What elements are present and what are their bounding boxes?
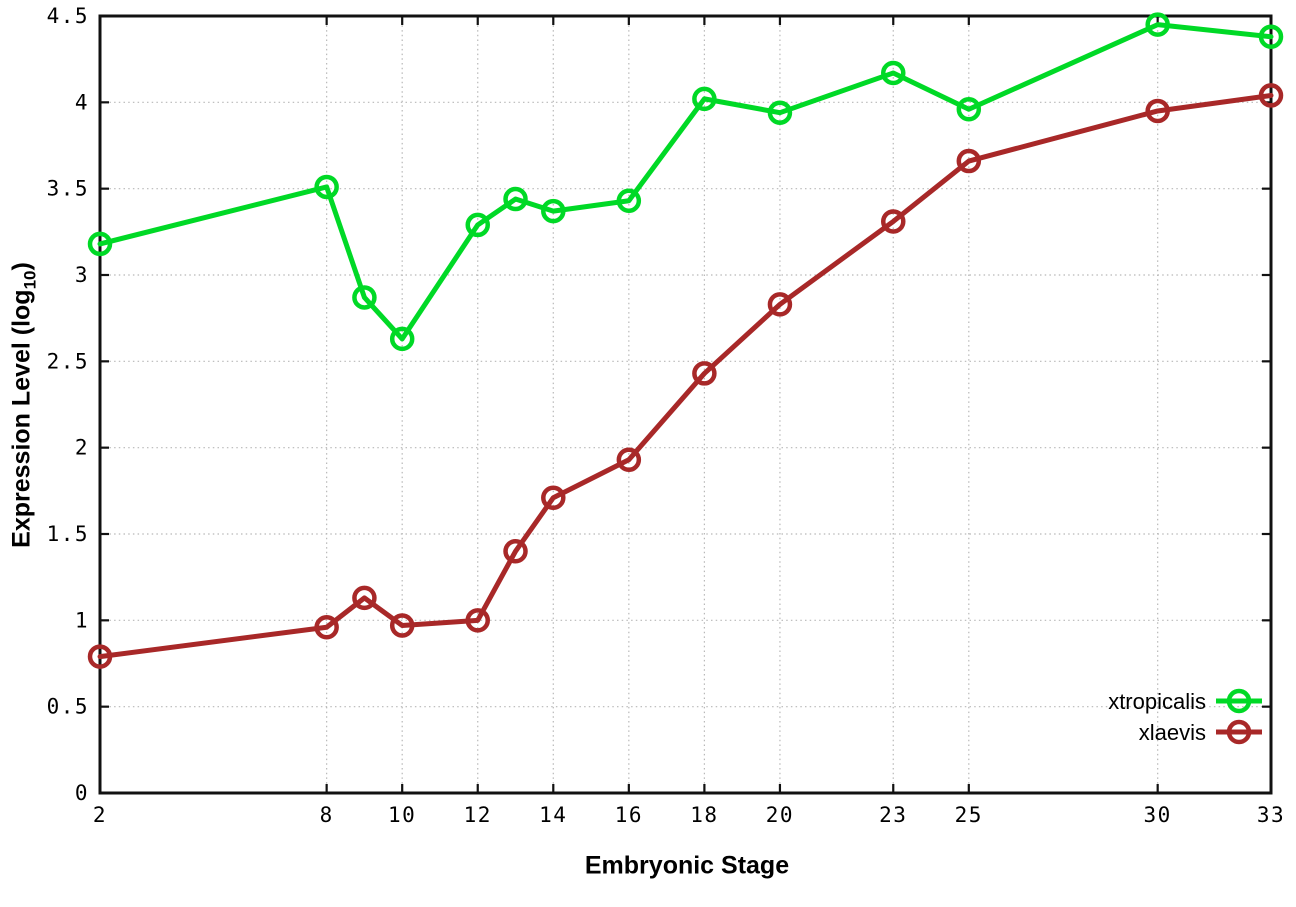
series-line-xtropicalis	[97, 22, 1274, 342]
x-tick-label: 25	[955, 803, 983, 827]
data-point-xlaevis	[767, 292, 793, 317]
y-tick-label: 3.5	[47, 177, 89, 201]
data-point-xtropicalis	[503, 186, 528, 212]
data-point-xlaevis	[541, 485, 566, 510]
x-tick-label: 12	[464, 803, 492, 827]
data-point-xtropicalis	[692, 86, 717, 112]
legend-sample-marker-xtropicalis	[1226, 688, 1252, 714]
data-point-xtropicalis	[767, 100, 793, 125]
data-point-xtropicalis	[956, 96, 982, 122]
y-axis-title-close: )	[7, 262, 36, 271]
data-point-xtropicalis	[1258, 24, 1284, 49]
x-axis-title: Embryonic Stage	[584, 851, 790, 880]
series-markers-xtropicalis	[87, 12, 1284, 352]
y-tick-label: 3	[75, 263, 89, 287]
x-tick-label: 8	[320, 803, 334, 827]
x-tick-label: 23	[879, 803, 907, 827]
y-tick-label: 1.5	[47, 522, 89, 546]
data-point-xtropicalis	[1145, 12, 1170, 37]
x-tick-label: 20	[766, 803, 794, 827]
data-point-xlaevis	[881, 209, 906, 234]
y-tick-label: 0.5	[47, 695, 89, 719]
x-tick-label: 33	[1257, 803, 1285, 827]
x-tick-label: 2	[93, 803, 107, 827]
x-tick-label: 18	[690, 803, 718, 827]
y-tick-label: 0	[75, 781, 89, 805]
data-point-xtropicalis	[465, 212, 490, 238]
axis-ticks	[98, 14, 1273, 795]
series-markers-xlaevis	[87, 83, 1284, 669]
data-point-xtropicalis	[314, 174, 339, 200]
y-tick-label: 4.5	[47, 4, 89, 28]
data-point-xtropicalis	[352, 285, 377, 310]
legend-label-xlaevis: xlaevis	[1139, 720, 1206, 745]
legend: xtropicalis xlaevis	[1108, 688, 1262, 745]
data-point-xlaevis	[692, 361, 717, 386]
data-point-xtropicalis	[881, 60, 906, 86]
legend-label-xtropicalis: xtropicalis	[1108, 689, 1206, 714]
series-line-xlaevis	[97, 92, 1274, 660]
gridlines	[100, 16, 1271, 793]
data-point-xtropicalis	[541, 198, 566, 224]
data-point-xtropicalis	[616, 188, 642, 214]
data-point-xlaevis	[465, 608, 490, 633]
data-point-xlaevis	[389, 613, 415, 638]
data-point-xtropicalis	[87, 231, 113, 257]
x-tick-label: 16	[615, 803, 643, 827]
y-axis-title: Expression Level (log10)	[8, 262, 41, 548]
y-axis-title-subscript: 10	[20, 270, 40, 290]
y-tick-label: 1	[75, 608, 89, 632]
y-axis-title-text: Expression Level (log	[7, 289, 36, 548]
data-point-xlaevis	[503, 539, 528, 564]
data-point-xlaevis	[314, 614, 339, 640]
data-point-xlaevis	[352, 585, 377, 611]
y-tick-label: 2.5	[47, 349, 89, 373]
data-point-xlaevis	[1145, 98, 1170, 124]
data-point-xlaevis	[956, 148, 982, 174]
x-tick-label: 14	[539, 803, 567, 827]
x-tick-label: 30	[1144, 803, 1172, 827]
tick-labels: 2 8 10 12 14 16 18 20 23 25 30 33 0 0.5 1 1.5 2 2.5 3 3.5 4 4…	[47, 4, 1285, 827]
data-point-xtropicalis	[389, 326, 415, 352]
plot-border	[98, 14, 1273, 795]
y-tick-label: 4	[75, 90, 89, 114]
data-point-xlaevis	[616, 447, 642, 473]
legend-sample-marker-xlaevis	[1226, 719, 1252, 745]
data-point-xlaevis	[87, 644, 113, 669]
data-point-xlaevis	[1258, 83, 1284, 108]
y-tick-label: 2	[75, 436, 89, 460]
x-tick-label: 10	[388, 803, 416, 827]
